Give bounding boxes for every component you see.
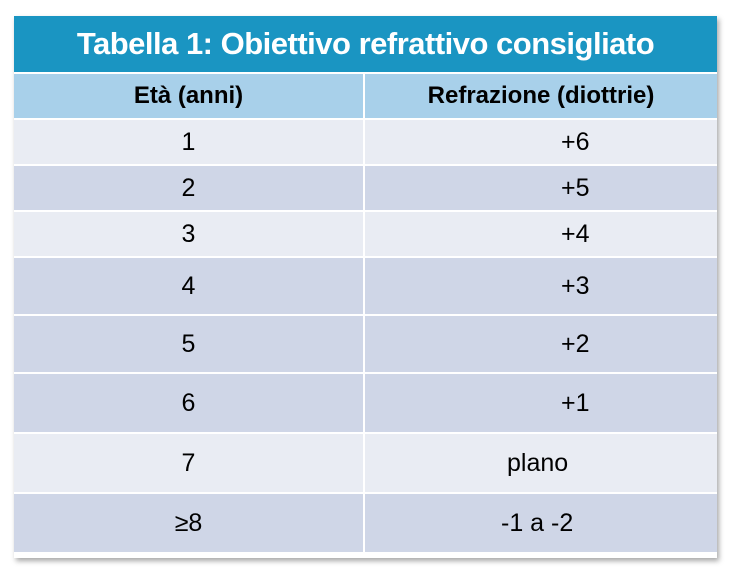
refraction-cell: +4 [561, 219, 590, 248]
refraction-cell: +3 [561, 271, 590, 300]
header-refraction: Refrazione (diottrie) [427, 82, 655, 109]
age-cell: 6 [14, 374, 365, 432]
table-header-row: Età (anni) Refrazione (diottrie) [14, 74, 717, 120]
age-cell: 2 [14, 166, 365, 210]
refraction-cell: +6 [561, 127, 590, 156]
table-row: ≥8 -1 a -2 [14, 494, 717, 552]
refraction-cell: +5 [561, 173, 590, 202]
age-cell: 5 [14, 316, 365, 372]
refraction-cell: +2 [561, 329, 590, 358]
refraction-cell: plano [507, 448, 569, 477]
table-row: 6 +1 [14, 374, 717, 434]
table-row: 5 +2 [14, 316, 717, 374]
refraction-cell: -1 a -2 [501, 508, 574, 537]
age-cell: 4 [14, 258, 365, 314]
table-row: 1 +6 [14, 120, 717, 166]
age-cell: 1 [14, 120, 365, 164]
table-row: 7 plano [14, 434, 717, 494]
age-cell: 7 [14, 434, 365, 492]
table-row: 2 +5 [14, 166, 717, 212]
table-title: Tabella 1: Obiettivo refrattivo consigli… [14, 16, 717, 74]
table-row: 3 +4 [14, 212, 717, 258]
refraction-table: Tabella 1: Obiettivo refrattivo consigli… [14, 16, 717, 558]
header-age: Età (anni) [14, 74, 365, 118]
age-cell: ≥8 [14, 494, 365, 552]
refraction-cell: +1 [561, 388, 590, 417]
table-row: 4 +3 [14, 258, 717, 316]
age-cell: 3 [14, 212, 365, 256]
